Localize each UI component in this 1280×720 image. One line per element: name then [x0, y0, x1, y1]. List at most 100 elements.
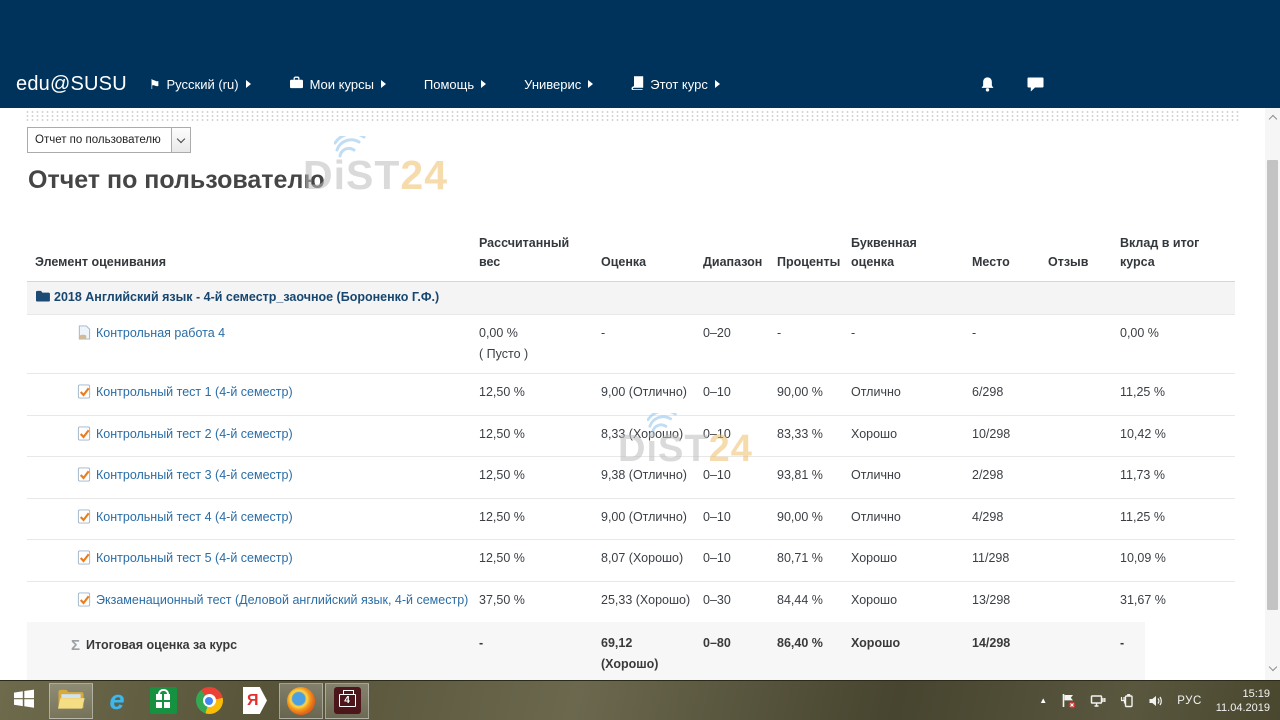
battery-icon[interactable] — [1120, 693, 1134, 708]
dotted-divider — [25, 110, 1240, 122]
report-type-value: Отчет по пользователю — [35, 134, 161, 146]
cell-percent: 84,44 % — [777, 580, 851, 622]
table-row: Контрольный тест 4 (4-й семестр) 12,50 %… — [27, 497, 1235, 540]
cell-letter: Отлично — [851, 456, 972, 498]
file-explorer-taskbar-button[interactable] — [49, 682, 93, 719]
cell-contribution: 0,00 % — [1120, 314, 1235, 374]
nav-my-courses-label: Мои курсы — [309, 76, 374, 92]
col-header-feedback: Отзыв — [1048, 230, 1120, 282]
cell-rank: 13/298 — [972, 580, 1048, 622]
cell-feedback — [1048, 414, 1120, 457]
table-header-row: Элемент оценивания Рассчитанный вес Оцен… — [27, 230, 1235, 282]
briefcase-icon — [289, 76, 304, 92]
nav-this-course-label: Этот курс — [650, 76, 708, 92]
select-arrow-button[interactable] — [171, 128, 190, 152]
table-row: Контрольный тест 1 (4-й семестр) 12,50 %… — [27, 373, 1235, 415]
nav-my-courses-menu[interactable]: Мои курсы — [289, 76, 386, 92]
notifications-bell-icon[interactable] — [979, 76, 996, 93]
grade-item-link[interactable]: Контрольный тест 4 (4-й семестр) — [96, 509, 293, 524]
cell-weight: 37,50 % — [479, 580, 601, 622]
grade-item-link[interactable]: Контрольный тест 1 (4-й семестр) — [96, 385, 293, 399]
cell-rank: 4/298 — [972, 497, 1048, 540]
folder-icon — [35, 289, 50, 308]
chrome-taskbar-button[interactable] — [187, 683, 231, 719]
user-grade-report-table: Элемент оценивания Рассчитанный вес Оцен… — [27, 230, 1235, 687]
firefox-icon — [287, 686, 315, 715]
nav-univeris-label: Универис — [524, 76, 582, 92]
course-total-row: Σ Итоговая оценка за курс - 69,12 (Хорошо)… — [27, 622, 1235, 687]
cell-percent: 86,40 % — [777, 636, 823, 650]
cell-percent: 90,00 % — [777, 373, 851, 415]
cell-letter: Хорошо — [851, 414, 972, 457]
grade-item-link[interactable]: Контрольная работа 4 — [96, 326, 226, 340]
start-button[interactable] — [1, 683, 47, 719]
windows-store-taskbar-button[interactable] — [141, 683, 185, 719]
course-total-label: Итоговая оценка за курс — [86, 638, 238, 652]
network-status-icon[interactable] — [1090, 694, 1106, 708]
archive-app-taskbar-button[interactable]: 4 — [325, 682, 369, 719]
grade-item-link[interactable]: Контрольный тест 2 (4-й семестр) — [96, 426, 293, 441]
chevron-up-icon — [1268, 114, 1277, 124]
cell-weight: 12,50 % — [479, 539, 601, 581]
grade-item-link[interactable]: Контрольный тест 5 (4-й семестр) — [96, 551, 293, 565]
cell-percent: 83,33 % — [777, 414, 851, 457]
cell-rank: 6/298 — [972, 373, 1048, 415]
language-indicator[interactable]: РУС — [1177, 694, 1202, 707]
site-logo[interactable]: edu@SUSU — [16, 72, 127, 95]
action-center-flag-icon[interactable] — [1061, 693, 1076, 709]
cell-grade: 8,07 (Хорошо) — [601, 539, 703, 581]
vertical-scrollbar[interactable] — [1265, 108, 1280, 680]
cell-rank: - — [972, 314, 1048, 374]
cell-weight: 0,00 %( Пусто ) — [479, 314, 601, 374]
scroll-up-button[interactable] — [1265, 110, 1280, 125]
scrollbar-thumb[interactable] — [1267, 160, 1278, 610]
cell-range: 0–30 — [703, 580, 777, 622]
cell-range: 0–80 — [703, 636, 731, 650]
volume-speaker-icon[interactable] — [1148, 694, 1163, 708]
yandex-browser-taskbar-button[interactable]: Я — [233, 683, 277, 719]
cell-letter: - — [851, 314, 972, 374]
report-type-select[interactable]: Отчет по пользователю — [27, 127, 191, 153]
cell-weight: 12,50 % — [479, 456, 601, 498]
table-row: Контрольный тест 3 (4-й семестр) 12,50 %… — [27, 456, 1235, 498]
cell-feedback — [1048, 373, 1120, 415]
page-title: Отчет по пользователю — [28, 166, 325, 194]
col-header-range: Диапазон — [703, 230, 777, 282]
quiz-icon — [77, 591, 91, 613]
cell-grade: 9,00 (Отлично) — [601, 497, 703, 540]
cell-contribution: 11,25 % — [1120, 497, 1235, 540]
cell-weight: 12,50 % — [479, 414, 601, 457]
sigma-icon: Σ — [71, 637, 81, 654]
quiz-icon — [77, 508, 91, 530]
cell-weight: 12,50 % — [479, 373, 601, 415]
nav-language-label: Русский (ru) — [166, 76, 239, 92]
internet-explorer-taskbar-button[interactable]: e — [95, 683, 139, 719]
chevron-right-icon — [380, 80, 386, 88]
nav-help-menu[interactable]: Помощь — [424, 77, 487, 92]
grade-item-link[interactable]: Контрольный тест 3 (4-й семестр) — [96, 468, 293, 482]
scroll-down-button[interactable] — [1265, 661, 1280, 676]
clock[interactable]: 15:19 11.04.2019 — [1216, 687, 1270, 715]
cell-letter: Хорошо — [851, 636, 901, 650]
grade-item-link[interactable]: Экзаменационный тест (Деловой английский… — [96, 592, 469, 607]
firefox-taskbar-button[interactable] — [279, 682, 323, 719]
cell-feedback — [1048, 539, 1120, 581]
flag-icon: ⚑ — [148, 76, 161, 92]
chevron-down-icon — [1268, 662, 1277, 672]
tray-expand-icon[interactable]: ▲ — [1039, 696, 1048, 705]
nav-language-menu[interactable]: ⚑ Русский (ru) — [149, 77, 251, 92]
dist24-watermark: DiST 24 — [303, 136, 448, 199]
cell-feedback — [1048, 456, 1120, 498]
cell-grade: 8,33 (Хорошо) — [601, 414, 703, 457]
cell-contribution: 10,42 % — [1120, 414, 1235, 457]
col-header-contribution: Вклад в итог курса — [1120, 230, 1235, 282]
cell-letter: Хорошо — [851, 539, 972, 581]
chrome-icon — [195, 687, 223, 714]
cell-range: 0–10 — [703, 414, 777, 457]
archive-app-icon: 4 — [333, 687, 361, 714]
internet-explorer-icon: e — [109, 685, 125, 715]
chevron-right-icon — [481, 80, 487, 88]
nav-univeris-menu[interactable]: Универис — [524, 76, 594, 92]
messages-chat-icon[interactable] — [1026, 76, 1045, 93]
nav-this-course-menu[interactable]: Этот курс — [631, 75, 720, 93]
